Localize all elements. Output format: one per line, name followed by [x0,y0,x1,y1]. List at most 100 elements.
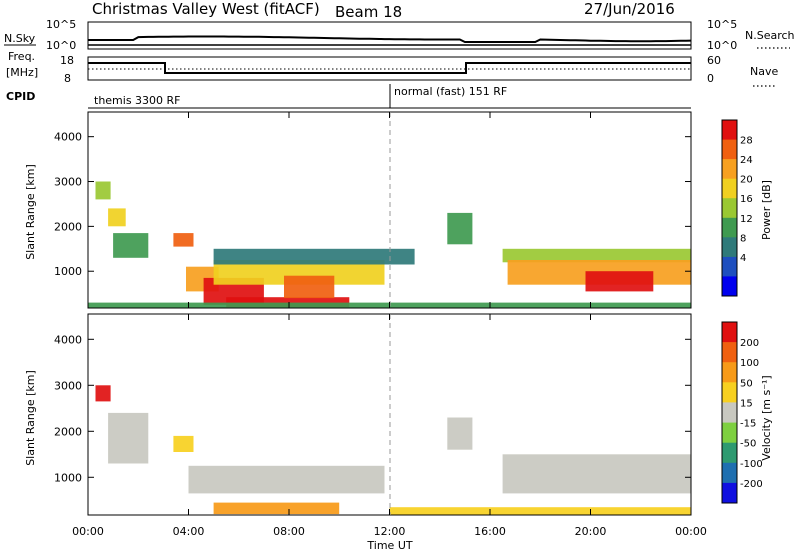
velocity-colorbar-tick: 200 [740,338,759,349]
velocity-colorbar-swatch [722,342,737,363]
x-tick-label: 00:00 [72,525,104,538]
velocity-patch [389,507,691,515]
power-colorbar-tick: 28 [740,136,753,147]
velocity-ytick-label: 3000 [54,379,82,392]
velocity-panel: 1000 2000 3000 4000 Slant Range [km] 200 100… [24,313,773,516]
power-ytick-label: 1000 [54,265,82,278]
power-colorbar-tick: 20 [740,175,753,186]
power-ytick-label: 4000 [54,131,82,144]
cpid-row: CPID themis 3300 RF normal (fast) 151 RF [6,84,691,109]
power-colorbar-swatch [722,276,737,297]
nsearch-tick-bottom: 10^0 [707,39,737,52]
velocity-colorbar-tick: 15 [740,398,753,409]
power-patch [226,297,350,308]
velocity-colorbar-label: Velocity [m s⁻¹] [760,375,773,460]
power-patch [502,248,691,263]
velocity-ytick-label: 1000 [54,471,82,484]
nsky-panel: N.Sky 10^5 10^0 10^5 10^0 N.Search [4,18,795,52]
power-colorbar-swatch [722,178,737,199]
x-axis-label: Time UT [366,539,412,552]
power-colorbar-swatch [722,237,737,258]
power-colorbar-frame [721,119,738,297]
velocity-colorbar-swatch [722,482,737,504]
power-colorbar-swatch [722,139,737,160]
nave-label: Nave [750,65,778,78]
nave-tick-bottom: 0 [707,72,714,85]
velocity-patch [502,454,691,494]
velocity-colorbar-tick: -100 [740,459,763,470]
power-patch [113,233,149,258]
power-colorbar-tick: 16 [740,194,753,205]
nave-tick-top: 60 [707,54,721,67]
x-tick-label: 16:00 [474,525,506,538]
velocity-ytick-label: 4000 [54,333,82,346]
freq-tick-top: 18 [60,54,74,67]
velocity-colorbar-swatch [722,442,737,464]
freq-panel: Freq. [MHz] 18 8 60 0 Nave [6,50,778,87]
x-tick-label: 12:00 [374,525,406,538]
freq-tick-bottom: 8 [64,72,71,85]
power-colorbar-tick: 8 [740,233,746,244]
figure-date: 27/Jun/2016 [584,0,675,18]
power-patch [284,275,335,299]
velocity-colorbar-swatch [722,382,737,403]
figure-title: Christmas Valley West (fitACF) [92,0,320,18]
velocity-colorbar-tick: -15 [740,419,756,430]
cpid-right-label: normal (fast) 151 RF [394,85,507,98]
x-axis-ticks: 00:00 04:00 08:00 12:00 16:00 20:00 00:00 [72,112,707,538]
velocity-patch [108,412,149,464]
nsky-tick-bottom: 10^0 [46,39,76,52]
nsearch-tick-top: 10^5 [707,18,737,31]
power-colorbar-tick: 4 [740,253,746,264]
velocity-colorbar-swatch [722,422,737,444]
power-colorbar-swatch [722,198,737,219]
power-colorbar-tick: 12 [740,214,753,225]
power-ytick-label: 2000 [54,220,82,233]
power-patch [447,212,473,245]
cpid-label: CPID [6,90,35,103]
x-tick-label: 04:00 [173,525,205,538]
power-colorbar-swatch [722,217,737,238]
velocity-colorbar-tick: 100 [740,358,759,369]
freq-line [88,62,691,74]
velocity-patch [447,417,473,450]
velocity-colorbar-swatch [722,322,737,343]
velocity-colorbar-swatch [722,462,737,484]
power-patch [95,181,111,200]
velocity-patch [95,385,111,402]
power-patch [213,248,415,265]
freq-label-line1: Freq. [8,50,35,63]
nsearch-label: N.Search [745,29,795,42]
velocity-colorbar-tick: 50 [740,378,753,389]
power-ytick-label: 3000 [54,176,82,189]
velocity-yticks: 1000 2000 3000 4000 [54,333,691,484]
power-yticks: 1000 2000 3000 4000 [54,131,691,278]
nsky-label: N.Sky [4,32,36,45]
power-heatmap [88,181,691,308]
power-colorbar-tick: 24 [740,155,753,166]
nsky-panel-frame [87,21,692,50]
x-tick-label: 08:00 [273,525,305,538]
power-patch [173,233,194,247]
power-panel: 1000 2000 3000 4000 Slant Range [km] 28 24 20… [24,111,773,309]
velocity-colorbar-swatch [722,362,737,383]
power-colorbar: 28 24 20 16 12 8 4 [721,119,753,297]
velocity-ylabel: Slant Range [km] [24,370,37,466]
nsky-tick-top: 10^5 [46,18,76,31]
velocity-colorbar-frame [721,321,738,504]
velocity-patch [173,435,194,452]
power-colorbar-label: Power [dB] [760,180,773,240]
velocity-colorbar: 200 100 50 15 -15 -50 -100 -200 [721,321,763,504]
freq-label-line2: [MHz] [6,66,38,79]
velocity-colorbar-swatch [722,402,737,423]
velocity-colorbar-tick: -50 [740,439,756,450]
velocity-patch [188,465,385,494]
x-tick-label: 20:00 [575,525,607,538]
power-colorbar-swatch [722,120,737,141]
cpid-left-label: themis 3300 RF [94,94,181,107]
power-patch [108,208,126,227]
velocity-ytick-label: 2000 [54,425,82,438]
velocity-heatmap [95,385,691,515]
velocity-colorbar-tick: -200 [740,479,763,490]
